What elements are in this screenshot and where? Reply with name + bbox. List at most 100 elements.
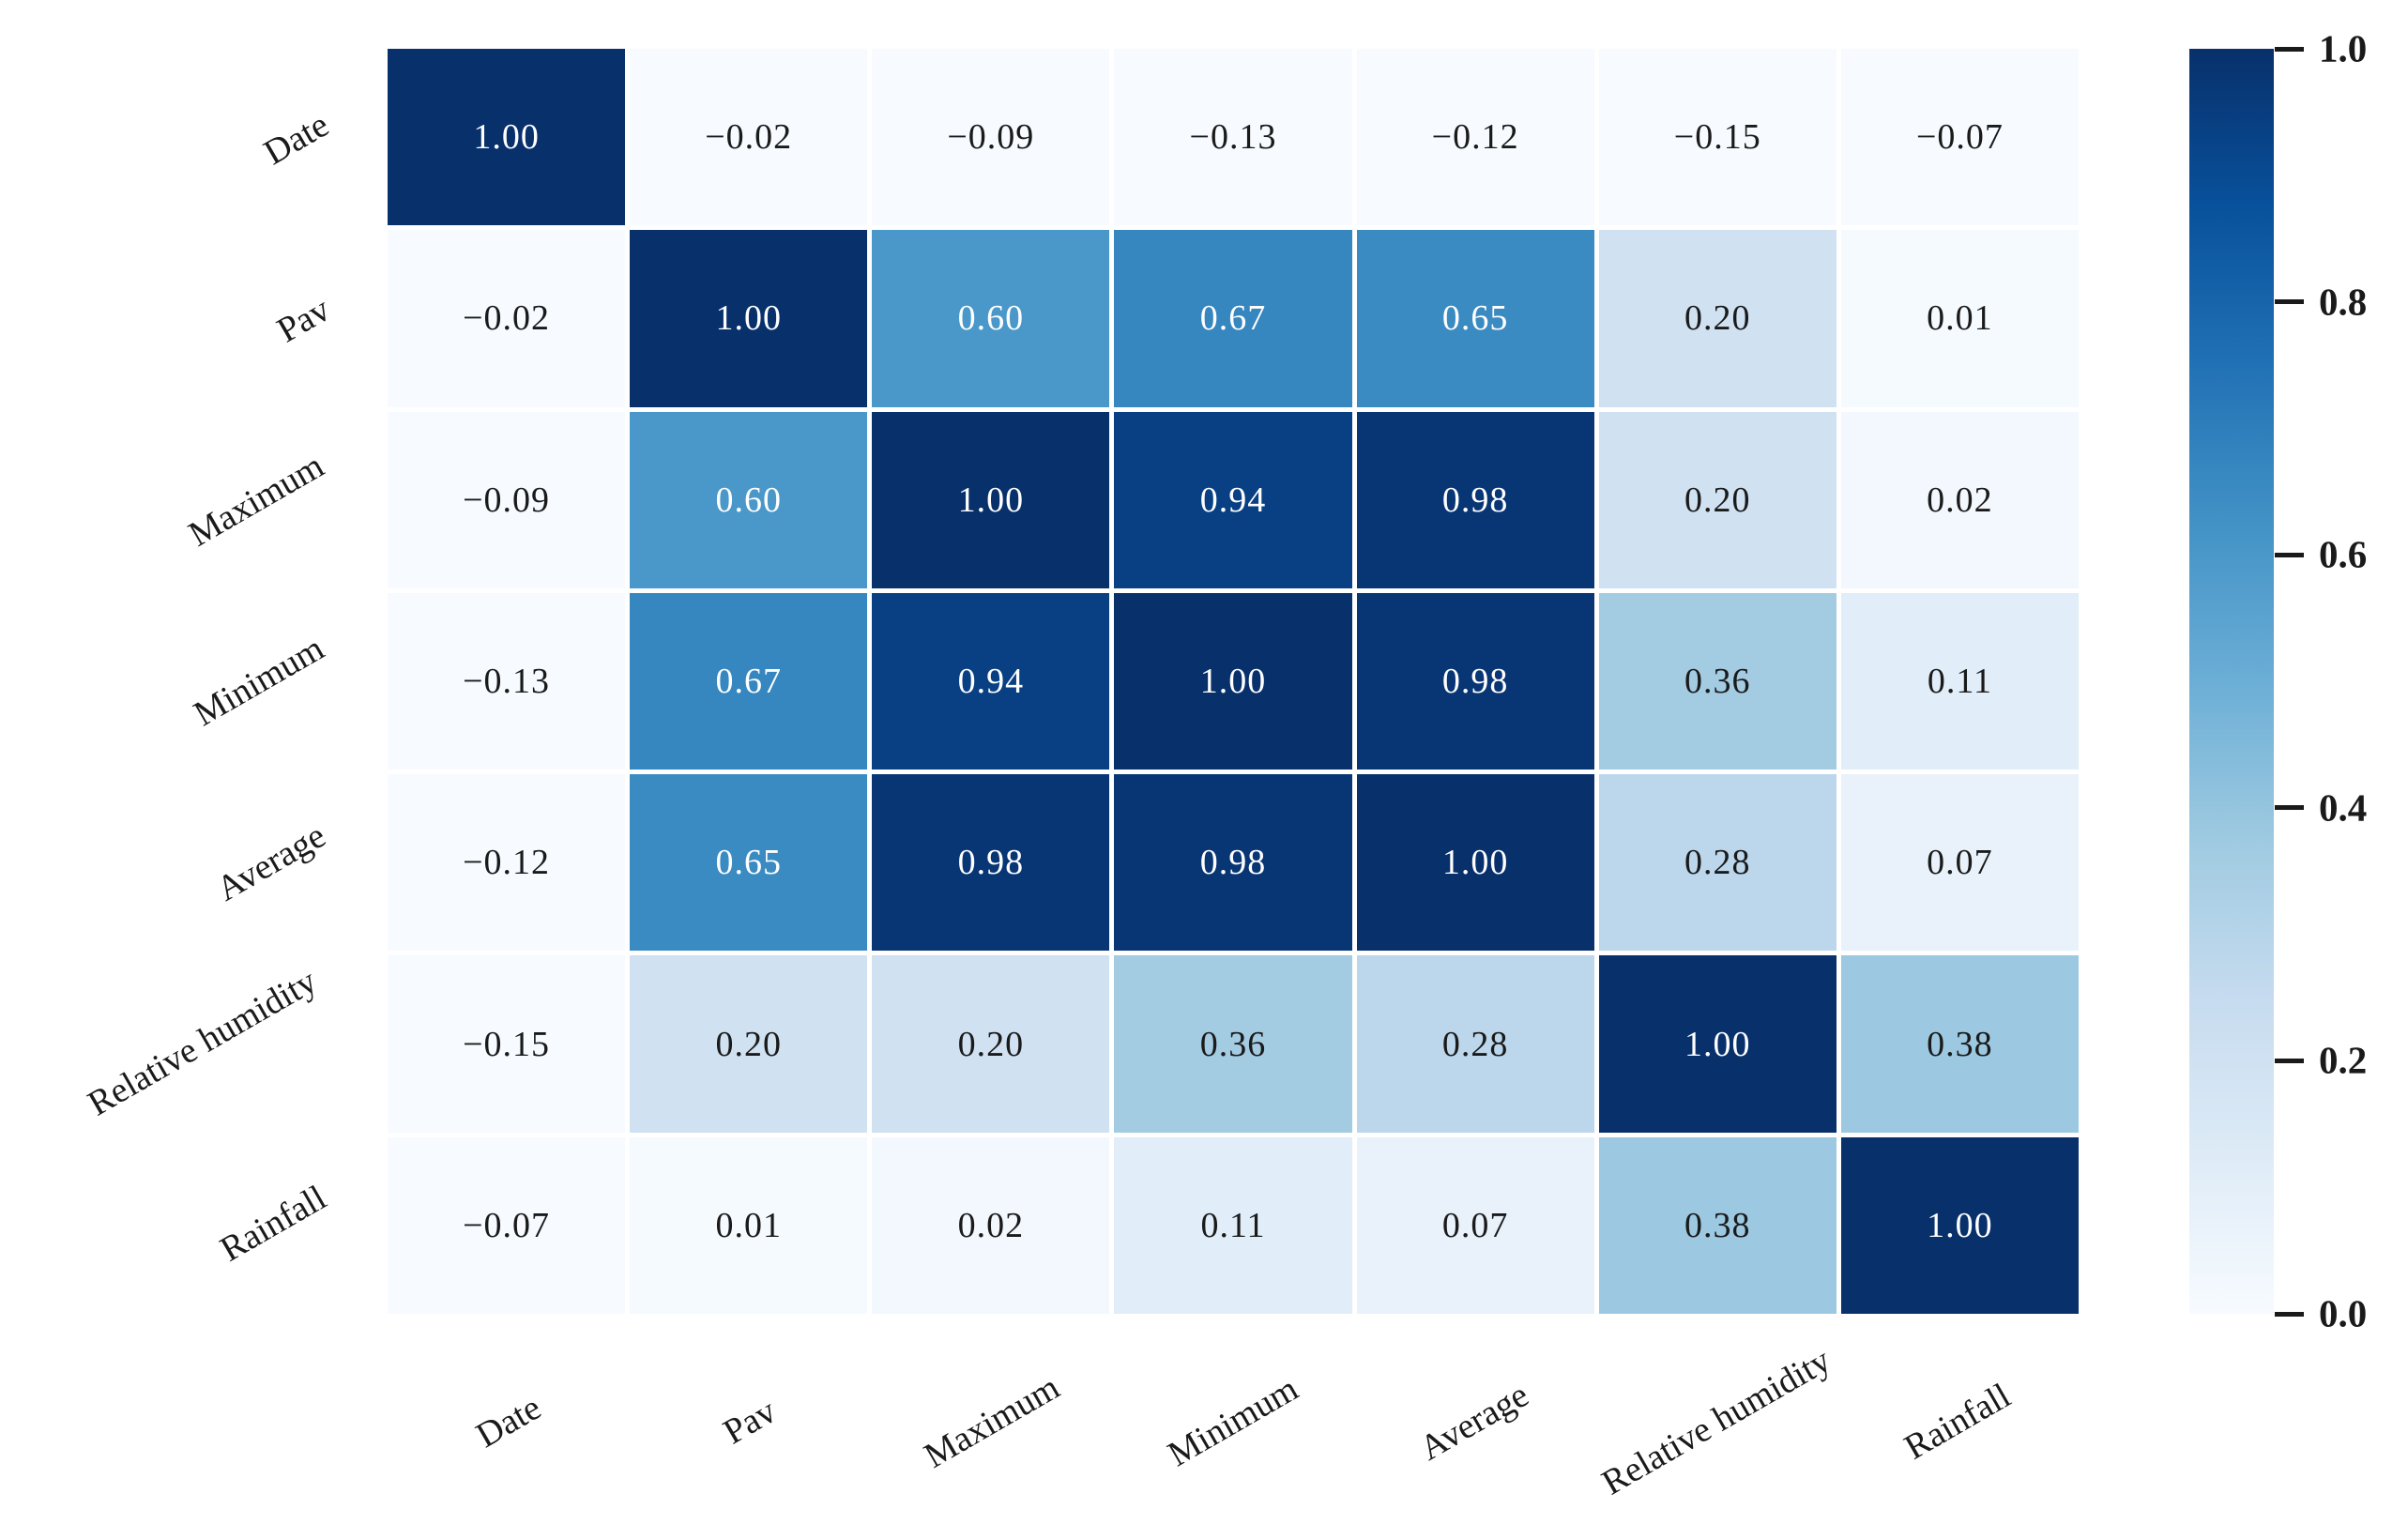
colorbar-tick (2275, 46, 2304, 52)
cell-value: 0.94 (1199, 480, 1267, 520)
heatmap-cell-Date-Date: 1.00 (388, 49, 626, 226)
colorbar-tick (2275, 552, 2304, 557)
cell-value: 0.67 (715, 661, 782, 701)
cell-value: 0.94 (957, 661, 1025, 701)
heatmap-cell-Average-Minimum: 0.98 (1114, 774, 1352, 952)
heatmap-cell-Average-Maximum: 0.98 (872, 774, 1110, 952)
cell-value: 0.28 (1684, 843, 1751, 883)
y-tick-label-Average: Average (210, 815, 333, 909)
cell-value: 0.01 (1927, 298, 1993, 339)
cell-value: 1.00 (957, 480, 1025, 520)
cell-value: −0.13 (1189, 117, 1277, 158)
cell-value: 1.00 (1199, 661, 1267, 701)
y-tick-label-Pav: Pav (270, 289, 337, 351)
heatmap-cell-Minimum-Relative humidity: 0.36 (1598, 592, 1836, 770)
cell-value: 1.00 (715, 298, 782, 339)
heatmap-cell-Maximum-Pav: 0.60 (630, 411, 868, 588)
x-tick-label-Relative humidity: Relative humidity (1594, 1340, 1837, 1503)
colorbar-tick-label: 1.0 (2319, 26, 2368, 70)
cell-value: 0.11 (1200, 1205, 1266, 1245)
cell-value: 1.00 (473, 117, 540, 158)
cell-value: 0.02 (957, 1205, 1025, 1245)
heatmap-cell-Average-Rainfall: 0.07 (1840, 774, 2079, 952)
cell-value: 0.38 (1684, 1205, 1751, 1245)
heatmap-cell-Date-Pav: −0.02 (630, 49, 868, 226)
heatmap-cell-Relative humidity-Maximum: 0.20 (872, 955, 1110, 1133)
heatmap-cell-Average-Average: 1.00 (1356, 774, 1594, 952)
heatmap-cell-Rainfall-Rainfall: 1.00 (1840, 1136, 2079, 1314)
cell-value: 0.01 (715, 1205, 782, 1245)
cell-value: 0.67 (1199, 298, 1267, 339)
heatmap-cell-Maximum-Relative humidity: 0.20 (1598, 411, 1836, 588)
cell-value: 0.98 (1441, 661, 1509, 701)
x-tick-label-Pav: Pav (716, 1391, 784, 1453)
cell-value: −0.12 (1431, 117, 1519, 158)
colorbar-tick-label: 0.4 (2319, 785, 2368, 830)
cell-value: 0.65 (715, 843, 782, 883)
cell-value: −0.07 (463, 1205, 551, 1245)
cell-value: 0.11 (1927, 661, 1992, 701)
cell-value: 0.02 (1927, 480, 1993, 520)
heatmap-cell-Maximum-Date: −0.09 (388, 411, 626, 588)
heatmap-cell-Rainfall-Date: −0.07 (388, 1136, 626, 1314)
cell-value: −0.12 (463, 843, 551, 883)
y-tick-label-Minimum: Minimum (187, 628, 331, 735)
heatmap-cell-Minimum-Maximum: 0.94 (872, 592, 1110, 770)
heatmap-cell-Pav-Rainfall: 0.01 (1840, 230, 2079, 407)
heatmap-cell-Maximum-Rainfall: 0.02 (1840, 411, 2079, 588)
heatmap-cell-Date-Relative humidity: −0.15 (1598, 49, 1836, 226)
cell-value: −0.09 (947, 117, 1035, 158)
cell-value: 0.98 (1441, 480, 1509, 520)
cell-value: 0.60 (715, 480, 782, 520)
cell-value: 0.38 (1927, 1024, 1993, 1064)
cell-value: 0.07 (1927, 843, 1993, 883)
heatmap-cell-Rainfall-Pav: 0.01 (630, 1136, 868, 1314)
cell-value: −0.13 (463, 661, 551, 701)
heatmap-cell-Minimum-Date: −0.13 (388, 592, 626, 770)
heatmap-cell-Rainfall-Average: 0.07 (1356, 1136, 1594, 1314)
heatmap-cell-Average-Date: −0.12 (388, 774, 626, 952)
cell-value: 0.28 (1441, 1024, 1509, 1064)
y-tick-label-Relative humidity: Relative humidity (81, 961, 324, 1124)
cell-value: −0.15 (463, 1024, 551, 1064)
heatmap-cell-Pav-Maximum: 0.60 (872, 230, 1110, 407)
y-tick-label-Maximum: Maximum (181, 446, 330, 556)
heatmap-cell-Maximum-Minimum: 0.94 (1114, 411, 1352, 588)
heatmap-cell-Maximum-Average: 0.98 (1356, 411, 1594, 588)
heatmap-cell-Rainfall-Minimum: 0.11 (1114, 1136, 1352, 1314)
colorbar-tick-label: 0.2 (2319, 1038, 2368, 1082)
cell-value: 1.00 (1684, 1024, 1751, 1064)
heatmap-cell-Average-Pav: 0.65 (630, 774, 868, 952)
heatmap-cell-Relative humidity-Pav: 0.20 (630, 955, 868, 1133)
heatmap-cell-Pav-Minimum: 0.67 (1114, 230, 1352, 407)
colorbar-tick (2275, 299, 2304, 305)
heatmap-cell-Date-Minimum: −0.13 (1114, 49, 1352, 226)
heatmap-cell-Pav-Relative humidity: 0.20 (1598, 230, 1836, 407)
cell-value: 1.00 (1441, 843, 1509, 883)
cell-value: 0.98 (957, 843, 1025, 883)
heatmap-cell-Date-Average: −0.12 (1356, 49, 1594, 226)
heatmap-cell-Date-Rainfall: −0.07 (1840, 49, 2079, 226)
cell-value: 0.98 (1199, 843, 1267, 883)
heatmap-cell-Pav-Average: 0.65 (1356, 230, 1594, 407)
x-tick-label-Maximum: Maximum (917, 1367, 1066, 1476)
heatmap-cell-Relative humidity-Relative humidity: 1.00 (1598, 955, 1836, 1133)
cell-value: −0.02 (463, 298, 551, 339)
heatmap-cell-Minimum-Rainfall: 0.11 (1840, 592, 2079, 770)
colorbar-gradient (2189, 49, 2274, 1314)
heatmap-grid: 1.00 −0.02 −0.09 −0.13 −0.12 −0.15 −0.07 −0.02 1… (388, 49, 2079, 1314)
cell-value: −0.09 (463, 480, 551, 520)
colorbar-tick-label: 0.6 (2319, 532, 2368, 576)
heatmap-cell-Pav-Date: −0.02 (388, 230, 626, 407)
heatmap-cell-Relative humidity-Minimum: 0.36 (1114, 955, 1352, 1133)
cell-value: 1.00 (1927, 1205, 1993, 1245)
cell-value: 0.20 (957, 1024, 1025, 1064)
heatmap-cell-Maximum-Maximum: 1.00 (872, 411, 1110, 588)
cell-value: −0.07 (1915, 117, 2004, 158)
y-tick-label-Date: Date (257, 105, 336, 174)
colorbar-tick (2275, 1058, 2304, 1063)
cell-value: 0.07 (1441, 1205, 1509, 1245)
cell-value: 0.20 (715, 1024, 782, 1064)
heatmap-cell-Relative humidity-Average: 0.28 (1356, 955, 1594, 1133)
colorbar-tick (2275, 1311, 2304, 1317)
